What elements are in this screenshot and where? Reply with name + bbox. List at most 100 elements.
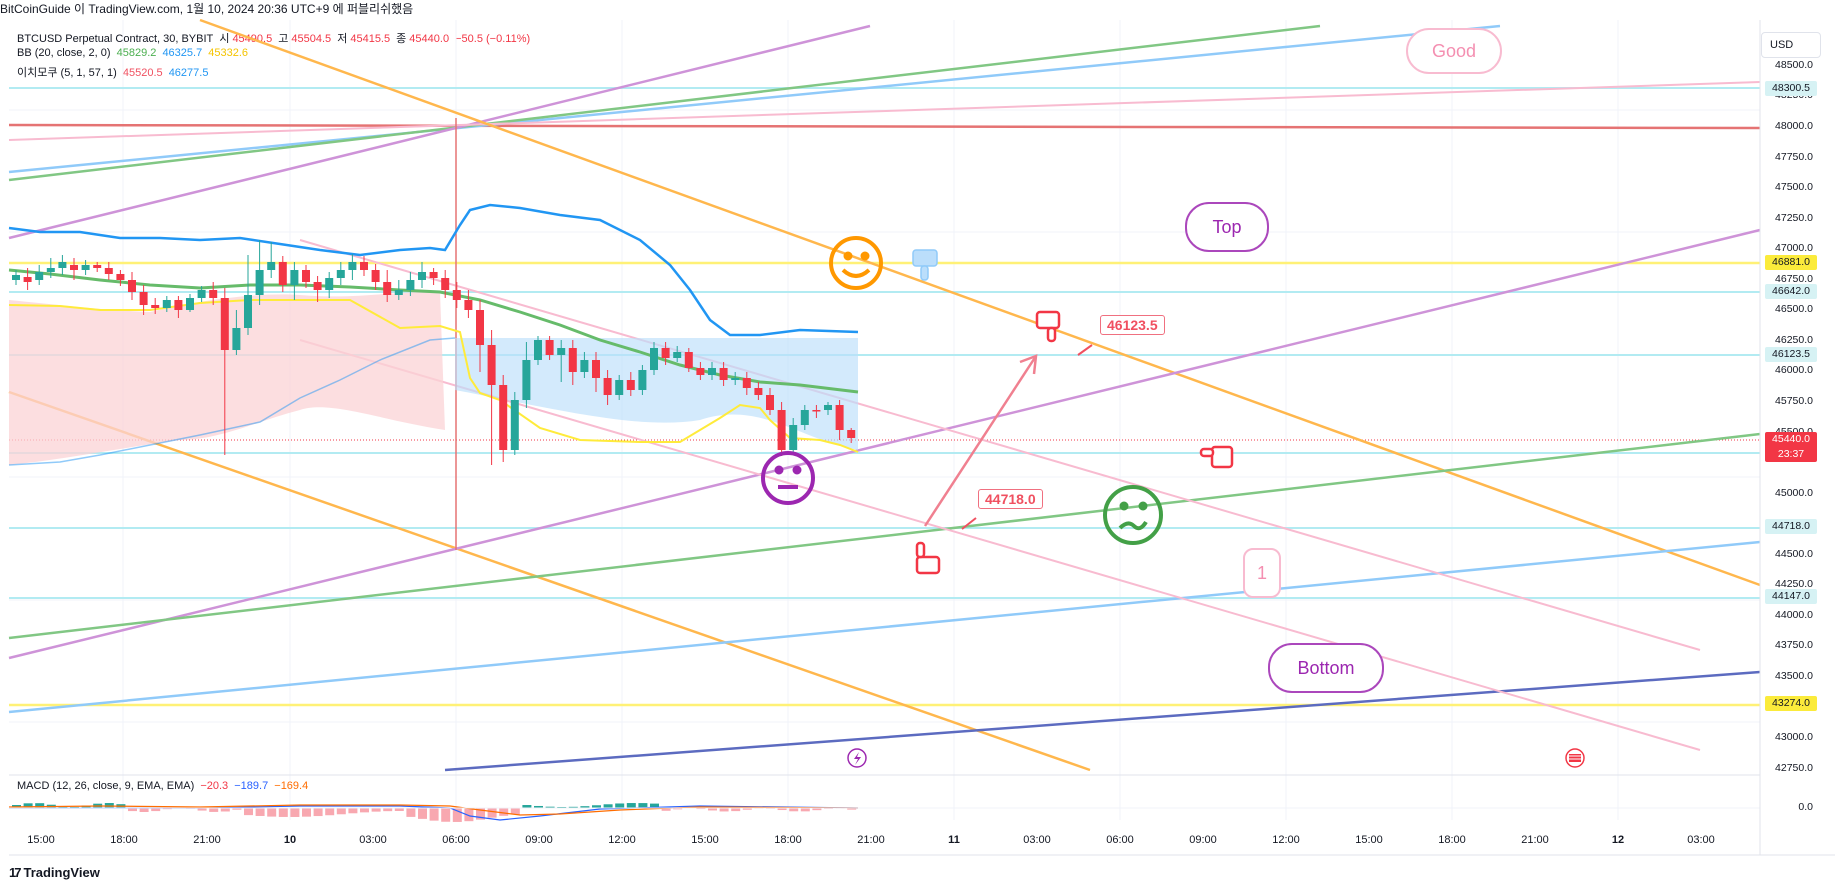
macd-bar [742,808,752,810]
macd-bar [220,808,230,812]
candle-body [220,298,229,350]
bottom-bubble[interactable]: Bottom [1268,643,1384,693]
macd-bar [232,808,242,810]
price-callout-high[interactable]: 46123.5 [1100,315,1165,335]
hand-down-light-icon [912,249,938,281]
candle-body [209,290,218,298]
candle-body [348,262,357,270]
currency-selector[interactable]: USD [1761,32,1821,58]
macd-bar [800,808,810,812]
candle-body [23,277,32,282]
price-tick: 43750.0 [1775,639,1813,652]
macd-bar [603,804,613,808]
candle-body [615,380,624,395]
candle-body [673,352,682,358]
price-tick: 48000.0 [1775,120,1813,132]
candle-body [58,262,67,268]
candle-body [452,290,461,300]
candle-body [383,282,392,295]
candle-body [290,270,299,285]
macd-bar [267,808,277,817]
macd-bar [81,805,91,808]
bb-upper-value: 46325.7 [162,47,203,59]
macd-bar [336,808,346,815]
time-tick: 15:00 [691,834,719,846]
tradingview-mark-icon: 17 [9,865,22,880]
top-bubble[interactable]: Top [1185,202,1269,252]
publish-header: BitCoinGuide 이 TradingView.com, 1월 10, 2… [0,2,414,16]
tradingview-logo[interactable]: 17 TradingView [9,865,100,880]
orange-channel-lower [8,390,1091,772]
candle-countdown: 23:37 [1777,448,1805,460]
price-level-label: 46123.5 [1765,347,1817,363]
price-tick: 47250.0 [1775,211,1813,224]
candle-body [371,270,380,282]
candle-body [394,290,403,295]
close-label: 종 [396,33,407,45]
macd-bar [812,808,822,811]
price-tick: 44000.0 [1775,608,1813,621]
number-one-bubble[interactable]: 1 [1243,548,1281,598]
candle-body [522,360,531,400]
candle-body [441,278,450,290]
macd-bar [128,808,137,812]
candle-body [35,272,44,280]
macd-bar [290,808,300,817]
candle-body [603,378,612,395]
symbol-name[interactable]: BTCUSD Perpetual Contract, 30, BYBIT [17,33,214,45]
macd-bar [522,805,532,808]
macd-bar [313,808,323,817]
price-level-label: 43274.0 [1765,695,1817,711]
price-tick: 45000.0 [1775,486,1813,499]
candle-body [302,270,310,282]
macd-bar [731,808,741,812]
time-tick: 21:00 [857,834,885,846]
candle-body [81,265,90,270]
macd-bar [197,808,207,811]
callout-pointer-low [961,517,977,530]
candle-body [661,348,670,358]
macd-bar [348,808,358,814]
macd-bar [568,806,578,808]
time-tick: 03:00 [1023,834,1051,846]
low-value: 45415.5 [350,33,391,45]
macd-bar [406,808,416,817]
time-tick: 03:00 [359,834,387,846]
macd-value: −189.7 [234,780,269,792]
macd-legend[interactable]: MACD (12, 26, close, 9, EMA, EMA) −20.3 … [17,780,311,792]
time-tick: 18:00 [1438,834,1466,846]
price-tick: 43500.0 [1775,669,1813,682]
price-tick: 47500.0 [1775,181,1813,194]
macd-bar [592,805,601,808]
purple-trend-top [8,24,871,240]
candle-body [766,395,774,410]
candle-body [580,360,589,372]
price-tick: 47000.0 [1775,242,1813,255]
price-tick: 47750.0 [1775,150,1813,163]
price-tick: 46750.0 [1775,272,1813,285]
price-level-label: 46881.0 [1765,254,1817,270]
bb-legend[interactable]: BB (20, close, 2, 0) 45829.2 46325.7 453… [17,47,251,59]
price-level-label: 44147.0 [1765,588,1817,604]
time-tick: 10 [283,834,297,846]
macd-bar [615,803,625,808]
macd-bar [673,808,683,810]
ichimoku-b-value: 46277.5 [168,67,209,79]
candle-body [139,292,148,305]
flag-event-icon [1565,748,1585,768]
candle-body [70,265,78,270]
candle-body [174,300,183,310]
candle-body [499,385,508,450]
macd-bar [626,803,636,808]
macd-bar [534,805,543,808]
time-tick: 12:00 [608,834,636,846]
candle-body [12,275,20,280]
good-bubble[interactable]: Good [1406,28,1502,74]
candle-body [116,274,125,280]
ichimoku-cloud-blue [455,338,858,450]
ichimoku-legend[interactable]: 이치모쿠 (5, 1, 57, 1) 45520.5 46277.5 [17,64,211,80]
time-tick: 21:00 [193,834,221,846]
price-callout-low[interactable]: 44718.0 [978,489,1043,509]
candle-body [186,298,194,310]
